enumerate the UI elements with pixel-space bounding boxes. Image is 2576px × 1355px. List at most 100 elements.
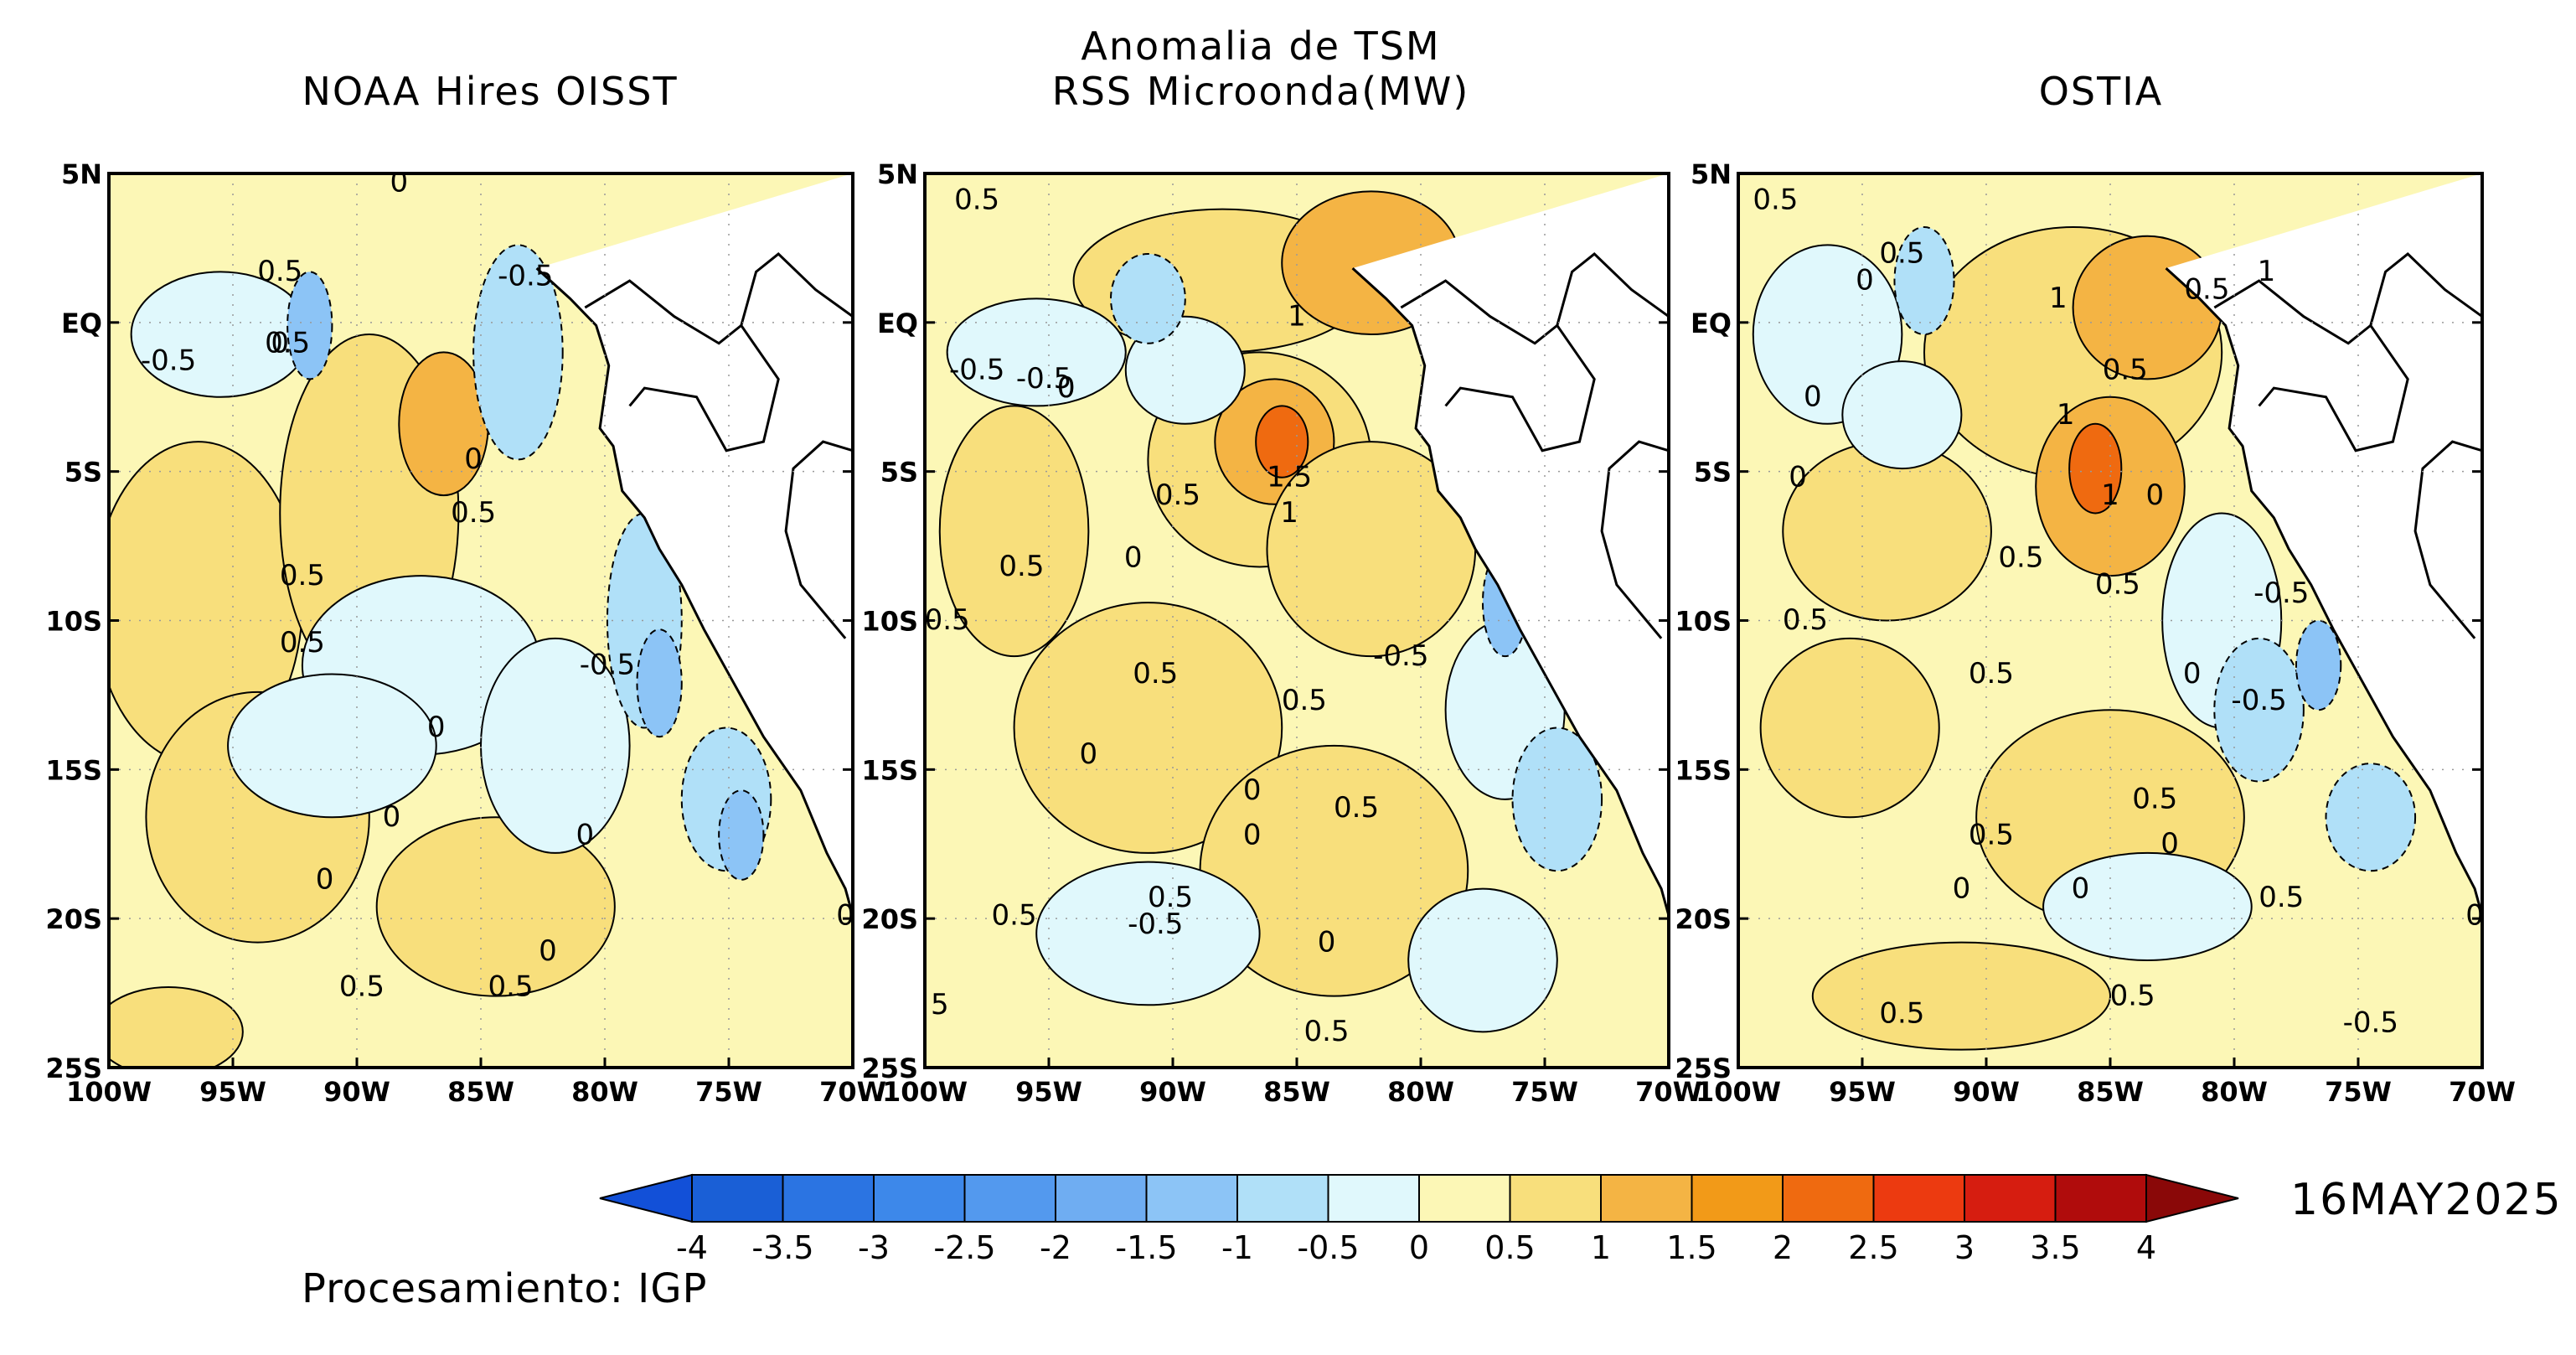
contour-label: -0.5: [498, 259, 553, 292]
anomaly-contour: [480, 637, 631, 854]
lat-tick-label: EQ: [877, 308, 918, 339]
contour-label: 0.5: [1998, 540, 2043, 574]
contour-label: 0.5: [954, 184, 999, 217]
colorbar-label: -1: [1221, 1229, 1253, 1266]
panel-title-ostia: OSTIA: [2038, 69, 2164, 114]
contour-label: 0.5: [1753, 184, 1798, 217]
contour-label: 0: [390, 165, 408, 199]
lon-tick-label: 75W: [1511, 1076, 1578, 1108]
lat-tick-label: 20S: [1675, 903, 1732, 935]
coastline: [535, 266, 853, 917]
contour-label: 1: [1280, 496, 1298, 530]
anomaly-contour: [1811, 941, 2111, 1051]
colorbar-cell: [1327, 1174, 1420, 1223]
contour-label: 0.5: [280, 559, 325, 592]
coastline: [1351, 266, 1669, 917]
contour-label: 0: [464, 442, 483, 476]
lat-tick-label: 5N: [877, 158, 918, 190]
colorbar-label: 1.5: [1666, 1229, 1716, 1266]
contour-label: 0.5: [1879, 997, 1924, 1031]
contour-label: 0.5: [1282, 684, 1327, 717]
colorbar-label: -4: [676, 1229, 708, 1266]
anomaly-contour: [109, 985, 244, 1068]
anomaly-contour: [1035, 861, 1261, 1006]
lat-tick-label: 25S: [45, 1052, 102, 1084]
lon-tick-label: 70W: [819, 1076, 886, 1108]
contour-label: 0: [2160, 827, 2179, 861]
main-title-line1: Anomalia de TSM: [1081, 23, 1441, 69]
anomaly-contour: [472, 244, 564, 461]
anomaly-contour: [2295, 619, 2342, 711]
contour-label: 0.5: [1133, 657, 1178, 690]
lon-tick-label: 80W: [571, 1076, 638, 1108]
contour-label: 0.5: [339, 970, 385, 1004]
colorbar-cell: [1236, 1174, 1329, 1223]
contour-label: 0: [1243, 818, 1262, 851]
colorbar-cell: [1600, 1174, 1693, 1223]
contour-label: 0.5: [1783, 603, 1828, 637]
colorbar-label: -1.5: [1115, 1229, 1177, 1266]
country-border: [584, 279, 780, 453]
anomaly-contour: [1124, 315, 1246, 425]
colorbar: -4 -3.5 -3 -2.5 -2 -1.5 -1 -0.5 0 0.5 1 1.5 2 2.5 3 3.5…: [599, 1173, 2239, 1266]
anomaly-contour: [938, 405, 1090, 658]
colorbar-label: -3: [858, 1229, 890, 1266]
contour-label: 0.5: [1969, 818, 2014, 851]
lon-tick-label: 95W: [1829, 1076, 1896, 1108]
lon-tick-label: 90W: [323, 1076, 390, 1108]
contour-label: 0.5: [1303, 1015, 1349, 1048]
contour-label: -0.5: [949, 353, 1004, 386]
colorbar-label: 2: [1773, 1229, 1793, 1266]
lon-tick-label: 70W: [2449, 1076, 2516, 1108]
contour-label: -0.5: [2231, 684, 2286, 717]
contour-label: 0.5: [2110, 979, 2155, 1012]
anomaly-contour: [1782, 441, 1992, 622]
anomaly-contour: [1013, 602, 1283, 854]
colorbar-label: 0: [1409, 1229, 1429, 1266]
panel-title-oisst: NOAA Hires OISST: [302, 69, 679, 114]
lat-tick-label: 10S: [45, 606, 102, 638]
contour-label: 0: [2072, 871, 2090, 905]
lon-tick-label: 95W: [1015, 1076, 1082, 1108]
contour-label: 0.5: [2259, 881, 2304, 914]
contour-label: 0: [1057, 371, 1076, 405]
lon-tick-label: 90W: [1139, 1076, 1206, 1108]
contour-label: -0.5: [2253, 577, 2309, 610]
contour-label: -0.5: [1373, 639, 1428, 673]
contour-label: 0: [1057, 371, 1076, 405]
contour-label: 0: [383, 800, 401, 834]
colorbar-cell: [1964, 1174, 2057, 1223]
contour-label: 5: [931, 988, 949, 1021]
colorbar-cell: [2054, 1174, 2147, 1223]
colorbar-cell: [1418, 1174, 1511, 1223]
contour-label: 0.5: [1879, 237, 1924, 271]
contour-label: -0.5: [580, 649, 635, 682]
contour-label: 0.5: [1155, 478, 1200, 512]
coastline: [2165, 266, 2482, 917]
lon-tick-label: 90W: [1953, 1076, 2020, 1108]
colorbar-cell: [873, 1174, 966, 1223]
lon-tick-label: 85W: [1263, 1076, 1330, 1108]
lat-tick-label: 10S: [861, 606, 918, 638]
anomaly-contour: [375, 816, 616, 997]
colorbar-cell: [963, 1174, 1056, 1223]
contour-label: 0: [1124, 540, 1143, 574]
contour-label: 1: [2057, 398, 2075, 432]
country-border: [2413, 440, 2482, 639]
colorbar-cell: [1872, 1174, 1965, 1223]
lat-tick-label: 25S: [861, 1052, 918, 1084]
lon-tick-label: 80W: [2201, 1076, 2268, 1108]
lat-tick-label: 15S: [45, 754, 102, 786]
colorbar-label: -2: [1040, 1229, 1071, 1266]
contour-label: 1: [2258, 255, 2276, 288]
colorbar-right-arrow: [2145, 1173, 2239, 1223]
contour-label: 0.5: [2132, 783, 2177, 816]
contour-label: 0: [1856, 264, 1874, 297]
colorbar-cell: [1691, 1174, 1784, 1223]
colorbar-label: 1: [1591, 1229, 1611, 1266]
colorbar-label: -2.5: [933, 1229, 995, 1266]
